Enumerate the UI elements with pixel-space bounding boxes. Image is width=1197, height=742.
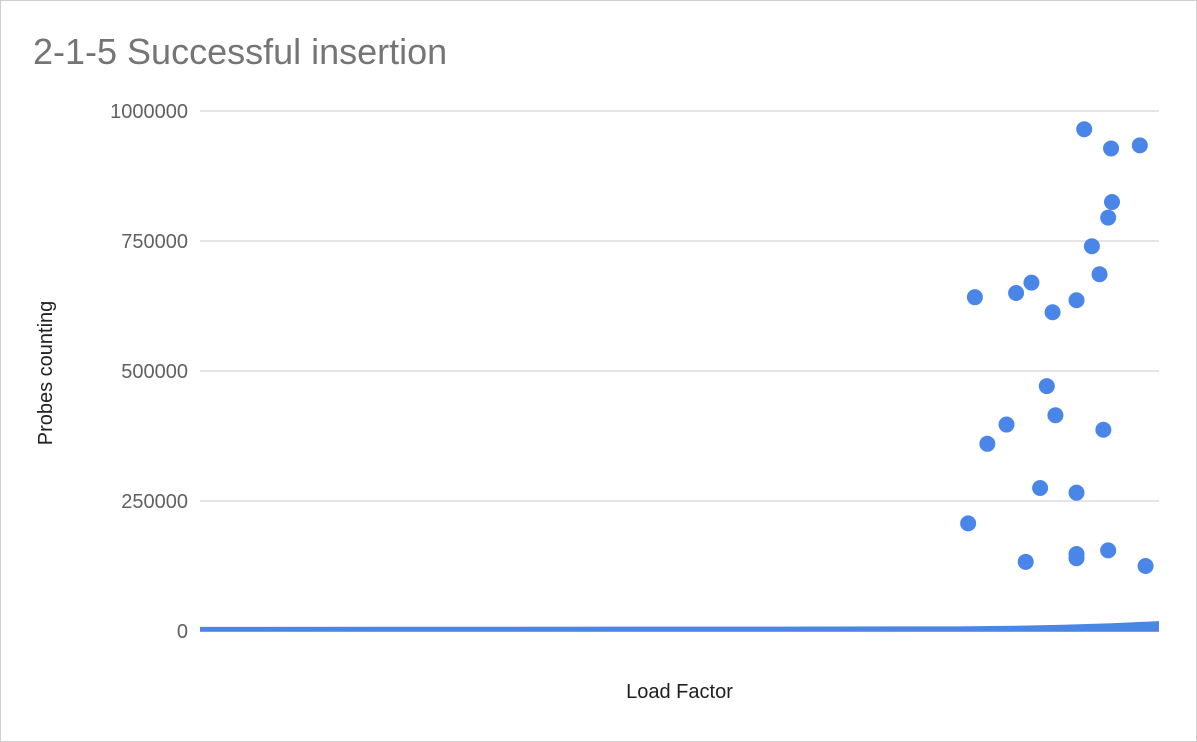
data-point <box>998 416 1015 433</box>
y-tick-label: 750000 <box>121 231 188 253</box>
data-point <box>960 515 977 532</box>
data-point <box>1083 238 1100 255</box>
data-point <box>1137 558 1154 574</box>
data-point <box>1095 421 1112 438</box>
chart-title: 2-1-5 Successful insertion <box>33 31 448 72</box>
x-axis-label: Load Factor <box>626 681 733 703</box>
y-tick-label: 250000 <box>121 491 188 513</box>
data-point <box>1047 407 1064 424</box>
data-point <box>979 435 996 452</box>
data-point <box>1068 484 1085 501</box>
data-point <box>1044 304 1061 321</box>
y-tick-label: 0 <box>177 621 188 643</box>
data-point <box>1038 378 1055 395</box>
data-point <box>1068 292 1085 309</box>
data-point <box>1104 194 1121 210</box>
data-point <box>1091 266 1108 283</box>
data-point <box>1017 553 1034 570</box>
data-point <box>1023 274 1040 291</box>
data-point <box>1008 285 1025 301</box>
y-tick-label: 1000000 <box>110 101 188 123</box>
data-point <box>1103 140 1120 157</box>
data-point <box>1068 550 1085 567</box>
data-point <box>1100 542 1117 559</box>
y-tick-label: 500000 <box>121 361 188 383</box>
data-point <box>1032 480 1049 496</box>
data-point <box>1131 137 1148 154</box>
baseline-band <box>200 621 1159 631</box>
y-axis-label: Probes counting <box>35 301 57 446</box>
data-point <box>966 289 983 306</box>
data-point <box>1076 121 1093 138</box>
data-point <box>1100 209 1117 226</box>
